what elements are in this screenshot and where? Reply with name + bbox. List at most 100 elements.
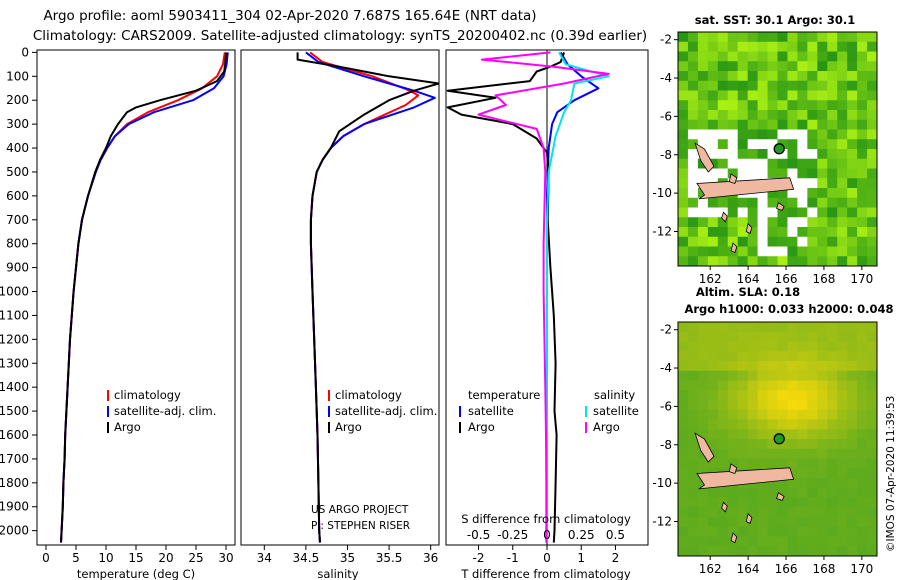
map-cell bbox=[837, 256, 848, 266]
map-cell bbox=[797, 149, 808, 160]
map-cell bbox=[707, 341, 719, 352]
map-cell bbox=[837, 32, 848, 43]
map-cell bbox=[707, 51, 719, 62]
map-cell bbox=[767, 331, 778, 342]
lon-tick-label: 164 bbox=[737, 272, 760, 286]
map-cell bbox=[847, 546, 858, 556]
map-cell bbox=[807, 227, 818, 238]
map-cell bbox=[807, 487, 818, 498]
map-cell bbox=[857, 32, 868, 43]
map-cell bbox=[847, 110, 858, 121]
map-cell bbox=[837, 341, 848, 352]
map-cell bbox=[767, 458, 778, 469]
map-cell bbox=[807, 168, 818, 179]
map-cell bbox=[857, 429, 868, 440]
map-cell bbox=[678, 236, 689, 247]
map-cell bbox=[827, 51, 838, 62]
map-cell bbox=[847, 236, 858, 247]
map-cell bbox=[757, 119, 768, 130]
map-cell bbox=[757, 409, 768, 420]
map-cell bbox=[787, 419, 798, 430]
map-cell bbox=[737, 439, 749, 450]
s-tick-label: 0 bbox=[543, 528, 551, 542]
sla-map-panel: Altim. SLA: 0.18 Argo h1000: 0.033 h2000… bbox=[652, 285, 893, 576]
island-shape bbox=[776, 492, 785, 501]
series-argo bbox=[60, 52, 227, 543]
map-cell bbox=[717, 168, 729, 179]
map-cell bbox=[757, 429, 768, 440]
map-cell bbox=[757, 439, 768, 450]
map-cell bbox=[827, 331, 838, 342]
map-cell bbox=[847, 507, 858, 518]
map-cell bbox=[797, 380, 808, 391]
map-cell bbox=[678, 119, 689, 130]
map-cell bbox=[847, 361, 858, 372]
map-cell bbox=[857, 90, 868, 101]
map-cell bbox=[757, 351, 768, 362]
map-cell bbox=[767, 478, 778, 489]
map-cell bbox=[797, 139, 808, 150]
map-cell bbox=[737, 487, 749, 498]
map-cell bbox=[837, 158, 848, 169]
map-cell bbox=[757, 487, 768, 498]
map-cell bbox=[737, 419, 749, 430]
map-cell bbox=[837, 322, 848, 333]
map-cell bbox=[827, 322, 838, 333]
lon-tick-label: 164 bbox=[737, 562, 760, 576]
map-cell bbox=[857, 246, 868, 257]
legend-title-temperature: temperature bbox=[468, 388, 540, 402]
map-cell bbox=[757, 139, 768, 150]
map-cell bbox=[777, 71, 788, 82]
map-cell bbox=[827, 370, 838, 381]
map-cell bbox=[777, 351, 788, 362]
map-cell bbox=[697, 429, 709, 440]
map-cell bbox=[827, 110, 838, 121]
map-cell bbox=[717, 149, 729, 160]
map-cell bbox=[757, 90, 768, 101]
map-cell bbox=[777, 507, 788, 518]
map-cell bbox=[697, 517, 709, 528]
map-cell bbox=[767, 100, 778, 111]
map-cell bbox=[857, 487, 868, 498]
map-cell bbox=[678, 370, 689, 381]
map-cell bbox=[777, 361, 788, 372]
map-cell bbox=[777, 227, 788, 238]
map-cell bbox=[867, 129, 877, 140]
map-cell bbox=[757, 227, 768, 238]
map-cell bbox=[767, 497, 778, 508]
map-cell bbox=[737, 197, 749, 208]
map-cell bbox=[777, 497, 788, 508]
series-t-argo bbox=[446, 52, 566, 543]
map-cell bbox=[807, 256, 818, 266]
depth-tick-label: 800 bbox=[6, 237, 29, 251]
map-cell bbox=[857, 361, 868, 372]
map-cell bbox=[697, 536, 709, 547]
map-cell bbox=[867, 256, 877, 266]
island-shape bbox=[721, 211, 728, 223]
series-s-argo bbox=[477, 51, 610, 543]
map-cell bbox=[737, 390, 749, 401]
s-tick-label: -0.25 bbox=[497, 528, 528, 542]
map-cell bbox=[747, 256, 758, 266]
map-cell bbox=[797, 439, 808, 450]
map-cell bbox=[817, 390, 828, 401]
difference-panel: -2 -1 0 1 2 T difference from climatology S … bbox=[445, 49, 649, 580]
map-cell bbox=[767, 419, 778, 430]
island-shape bbox=[728, 173, 738, 185]
map-cell bbox=[747, 236, 758, 247]
lat-tick-label: -8 bbox=[660, 438, 672, 452]
map-cell bbox=[678, 351, 689, 362]
map-cell bbox=[777, 207, 788, 218]
map-cell bbox=[787, 448, 798, 459]
map-cell bbox=[827, 256, 838, 266]
map-cell bbox=[757, 380, 768, 391]
map-cell bbox=[827, 119, 838, 130]
map-cell bbox=[837, 188, 848, 199]
map-cell bbox=[867, 331, 877, 342]
series-climatology bbox=[60, 52, 226, 543]
map-cell bbox=[857, 197, 868, 208]
map-cell bbox=[707, 71, 719, 82]
map-cell bbox=[787, 370, 798, 381]
map-cell bbox=[687, 400, 699, 411]
